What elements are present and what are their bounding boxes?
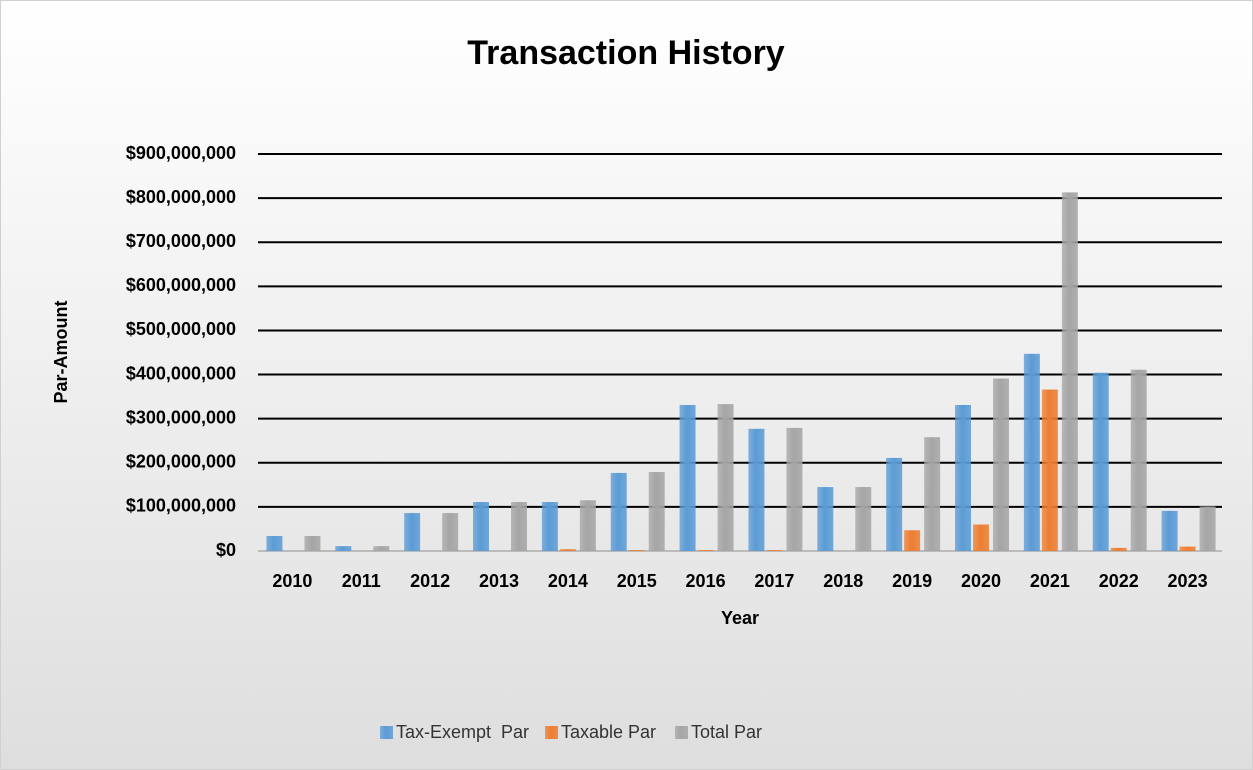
bar	[1110, 547, 1127, 551]
bar	[786, 427, 803, 551]
bar	[373, 546, 390, 551]
y-tick-label: $300,000,000	[126, 407, 236, 427]
legend-label: Taxable Par	[561, 722, 656, 742]
bar	[1130, 369, 1147, 551]
x-tick-label: 2012	[410, 571, 450, 591]
bar	[886, 457, 903, 551]
x-tick-label: 2016	[686, 571, 726, 591]
bar	[1092, 372, 1109, 551]
x-tick-label: 2013	[479, 571, 519, 591]
bar	[1179, 546, 1196, 551]
bar	[973, 524, 989, 551]
bar	[1041, 389, 1058, 551]
x-tick-label: 2010	[272, 571, 312, 591]
bar	[610, 472, 627, 551]
x-tick-label: 2018	[823, 571, 863, 591]
x-tick-label: 2015	[617, 571, 657, 591]
x-tick-label: 2021	[1030, 571, 1070, 591]
bar	[993, 378, 1009, 551]
bar	[748, 428, 765, 551]
x-tick-label: 2011	[342, 571, 381, 591]
bar	[579, 500, 596, 551]
bar	[717, 404, 734, 551]
y-tick-label: $500,000,000	[126, 319, 236, 339]
legend-swatch	[380, 726, 393, 739]
bar	[1061, 192, 1078, 552]
legend-swatch	[675, 726, 688, 739]
bar	[1199, 506, 1216, 551]
bar	[511, 502, 527, 551]
x-axis-label: Year	[721, 608, 759, 628]
x-tick-label: 2014	[548, 571, 588, 591]
bar	[304, 536, 321, 551]
bar	[924, 437, 941, 551]
bar	[266, 536, 283, 551]
y-tick-label: $700,000,000	[126, 231, 236, 251]
legend-label: Total Par	[691, 722, 762, 742]
bar	[817, 487, 834, 551]
bar	[541, 502, 558, 551]
bar	[1161, 510, 1178, 551]
y-tick-label: $200,000,000	[126, 452, 236, 472]
y-tick-label: $900,000,000	[126, 143, 236, 163]
bar	[628, 550, 645, 551]
x-tick-label: 2017	[754, 571, 794, 591]
x-tick-label: 2023	[1168, 571, 1208, 591]
x-tick-label: 2019	[892, 571, 932, 591]
y-tick-label: $100,000,000	[126, 496, 236, 516]
y-axis-label: Par-Amount	[51, 300, 71, 403]
bar	[1023, 353, 1040, 551]
bar	[955, 404, 971, 551]
legend-label: Tax-Exempt Par	[396, 722, 529, 742]
bar	[679, 404, 696, 551]
y-tick-label: $0	[216, 540, 236, 560]
bar	[473, 502, 489, 551]
bar	[648, 472, 665, 551]
chart-title: Transaction History	[467, 34, 785, 72]
bar	[335, 546, 352, 551]
bar	[404, 513, 421, 551]
legend-swatch	[545, 726, 558, 739]
bar	[559, 549, 576, 551]
bar	[904, 530, 921, 551]
bar	[697, 550, 714, 551]
x-tick-label: 2020	[961, 571, 1001, 591]
y-tick-label: $600,000,000	[126, 275, 236, 295]
bar	[855, 487, 872, 551]
y-tick-label: $400,000,000	[126, 363, 236, 383]
bar	[766, 550, 783, 551]
y-tick-label: $800,000,000	[126, 187, 236, 207]
x-tick-label: 2022	[1099, 571, 1139, 591]
bar	[442, 513, 459, 551]
